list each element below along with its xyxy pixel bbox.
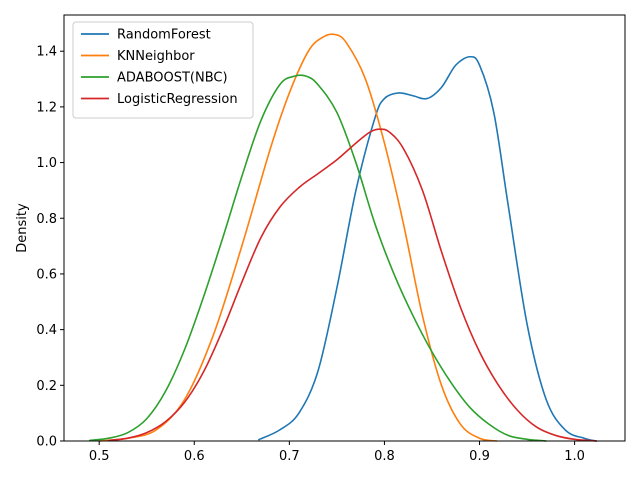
x-tick-label: 0.6 xyxy=(184,449,205,464)
series-line-randomforest xyxy=(258,55,598,442)
y-tick-label: 0.8 xyxy=(36,212,57,227)
series-layer xyxy=(88,33,598,442)
legend-label: LogisticRegression xyxy=(117,92,238,107)
y-tick-label: 1.0 xyxy=(36,156,57,171)
legend: RandomForest KNNeighbor ADABOOST(NBC) Logis… xyxy=(72,21,254,119)
y-axis: 0.0 0.2 0.4 0.6 0.8 1.0 1.2 1.4 xyxy=(36,45,64,450)
x-tick-label: 0.8 xyxy=(374,449,395,464)
y-tick-label: 0.4 xyxy=(36,323,57,338)
x-tick-label: 0.7 xyxy=(279,449,300,464)
legend-box xyxy=(72,21,254,119)
y-tick-label: 0.2 xyxy=(36,379,57,394)
y-tick-label: 1.2 xyxy=(36,100,57,115)
x-tick-label: 1.0 xyxy=(564,449,585,464)
x-axis: 0.5 0.6 0.7 0.8 0.9 1.0 xyxy=(89,441,585,464)
y-tick-label: 0.0 xyxy=(36,435,57,450)
y-tick-label: 0.6 xyxy=(36,267,57,282)
series-line-logisticregression xyxy=(107,128,598,442)
x-tick-label: 0.5 xyxy=(89,449,110,464)
series-line-adaboost-nbc xyxy=(88,74,547,442)
x-tick-label: 0.9 xyxy=(469,449,490,464)
legend-label: RandomForest xyxy=(117,28,211,43)
legend-label: ADABOOST(NBC) xyxy=(117,71,228,86)
y-axis-label: Density xyxy=(15,203,30,253)
y-tick-label: 1.4 xyxy=(36,45,57,60)
series-line-knneighbor xyxy=(98,33,498,442)
axes-frame xyxy=(63,14,626,442)
legend-label: KNNeighbor xyxy=(117,49,195,64)
